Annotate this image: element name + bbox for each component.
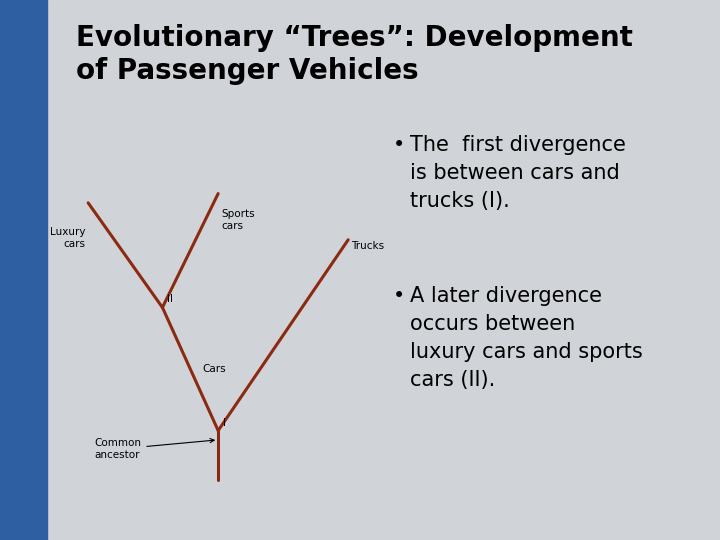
Text: A later divergence
occurs between
luxury cars and sports
cars (II).: A later divergence occurs between luxury… bbox=[410, 286, 643, 390]
Text: •: • bbox=[392, 286, 405, 306]
Text: Trucks: Trucks bbox=[351, 241, 384, 251]
Text: Cars: Cars bbox=[203, 364, 226, 374]
Text: The  first divergence
is between cars and
trucks (I).: The first divergence is between cars and… bbox=[410, 135, 626, 211]
Text: I: I bbox=[222, 417, 226, 428]
Text: II: II bbox=[167, 294, 173, 305]
Text: Sports
cars: Sports cars bbox=[221, 209, 255, 231]
Text: Luxury
cars: Luxury cars bbox=[50, 227, 85, 249]
Text: of Passenger Vehicles: of Passenger Vehicles bbox=[76, 57, 418, 85]
Text: •: • bbox=[392, 135, 405, 155]
Text: Evolutionary “Trees”: Development: Evolutionary “Trees”: Development bbox=[76, 24, 632, 52]
Text: Common
ancestor: Common ancestor bbox=[94, 438, 214, 460]
